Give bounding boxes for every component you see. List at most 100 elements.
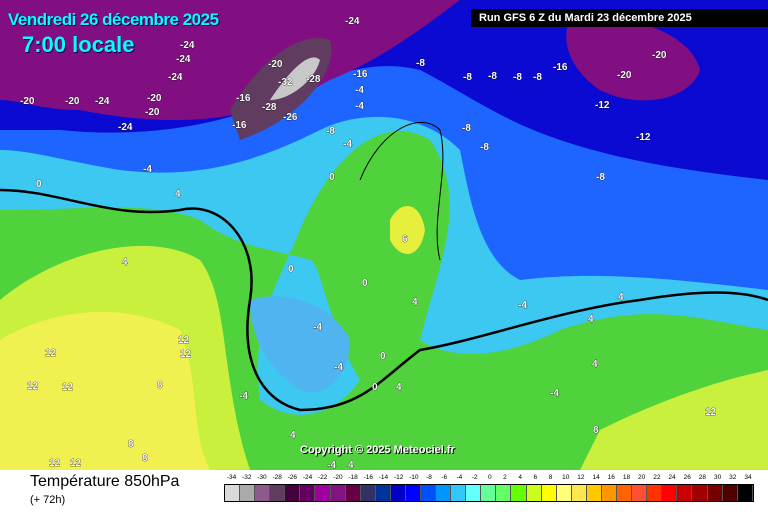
isotherm-label: -4 (343, 139, 352, 150)
legend-swatch (421, 485, 437, 501)
isotherm-label: 8 (593, 425, 599, 436)
isotherm-label: 4 (618, 292, 624, 303)
field-extreme-core (270, 57, 320, 100)
legend-swatch (481, 485, 497, 501)
isotherm-label: -28 (262, 102, 277, 113)
isotherm-label: -4 (355, 101, 364, 112)
isotherm-label: -20 (617, 70, 632, 81)
legend-swatch (496, 485, 512, 501)
isotherm-label: 4 (412, 297, 418, 308)
isotherm-label: 4 (348, 460, 354, 470)
isotherm-label: -12 (636, 132, 651, 143)
isotherm-label: -32 (278, 77, 293, 88)
field-arctic-east (566, 17, 700, 101)
legend-tick: -18 (348, 474, 358, 481)
isotherm-label: 0 (288, 264, 294, 275)
isotherm-label: -8 (596, 172, 605, 183)
field-cold-iberia (250, 296, 350, 393)
legend-tick: 24 (668, 474, 676, 481)
isotherm-label: -4 (143, 164, 152, 175)
isotherm-label: 0 (380, 351, 386, 362)
legend-tick: 16 (607, 474, 615, 481)
legend-swatch (300, 485, 316, 501)
isotherm-label: 12 (180, 349, 192, 360)
legend-swatch (632, 485, 648, 501)
legend-tick: 18 (622, 474, 631, 481)
legend-tick: -2 (471, 474, 478, 481)
isotherm-label: 12 (49, 458, 61, 469)
isotherm-label: 0 (36, 179, 42, 190)
legend-swatch (240, 485, 256, 501)
isotherm-label: -4 (239, 391, 248, 402)
footer: Température 850hPa (+ 72h) -34 -32 -30 -28-… (0, 470, 768, 512)
legend-tick: -24 (302, 474, 313, 481)
legend-swatch (345, 485, 361, 501)
isotherm-label: -8 (480, 142, 489, 153)
isotherm-label: 8 (142, 453, 148, 464)
legend-tick: -22 (318, 474, 328, 481)
isotherm-label: -20 (652, 50, 667, 61)
isotherm-label: 12 (45, 348, 57, 359)
temperature-field: -20 -24 -20 -20 -24 -24 -24 -28 -20 -32 -28 -16 -26 -… (0, 0, 768, 470)
legend-swatch (662, 485, 678, 501)
forecast-date: Vendredi 26 décembre 2025 (8, 10, 219, 29)
legend-tick: 8 (548, 474, 553, 481)
legend-swatch (707, 485, 723, 501)
isotherm-label: -24 (180, 40, 195, 51)
legend-swatch (375, 485, 391, 501)
isotherm-label: -4 (313, 322, 322, 333)
map-title: Température 850hPa (30, 473, 180, 490)
legend-tick: -12 (393, 474, 404, 481)
legend-swatch (541, 485, 557, 501)
legend-swatch (722, 485, 738, 501)
isotherm-label: -4 (334, 362, 343, 373)
isotherm-label: 4 (396, 382, 402, 393)
legend-swatch (571, 485, 587, 501)
legend-tick: 0 (487, 474, 492, 481)
legend-tick: 28 (698, 474, 707, 481)
legend-swatch (255, 485, 271, 501)
isotherm-label: -20 (268, 59, 283, 70)
legend-swatch (647, 485, 663, 501)
legend-tick: 32 (729, 474, 737, 481)
legend-tick: -20 (333, 474, 343, 481)
isotherm-label: -24 (345, 16, 360, 27)
isotherm-label: -8 (416, 58, 425, 69)
legend-tick: -32 (242, 474, 252, 481)
legend-tick: -16 (363, 474, 373, 481)
legend-tick: -28 (272, 474, 282, 481)
isotherm-label: -4 (550, 388, 559, 399)
field-arctic (0, 0, 460, 120)
color-legend: -34 -32 -30 -28 -26 -24 -22 -20 -18 -16 -14 -12 -10-… (224, 474, 756, 502)
isotherm-label: 4 (290, 430, 296, 441)
isotherm-label: 8 (157, 380, 163, 391)
isotherm-label: 12 (70, 458, 82, 469)
legend-tick: -26 (287, 474, 298, 481)
isotherm-labels: -20 -24 -20 -20 -24 -24 -24 -28 -20 -32 -28 -16 -26 -… (20, 16, 717, 470)
legend-tick: 20 (638, 474, 646, 481)
isotherm-label: 0 (372, 382, 378, 393)
legend-swatch (270, 485, 286, 501)
legend-swatch (511, 485, 527, 501)
isotherm-label: 12 (705, 407, 717, 418)
field-warm-east (580, 370, 768, 470)
isotherm-label: -24 (118, 122, 133, 133)
copyright: Copyright © 2025 Meteociel.fr (300, 444, 455, 456)
isotherm-label: 4 (175, 189, 181, 200)
isotherm-label: 8 (128, 439, 134, 450)
legend-swatch (285, 485, 301, 501)
isotherm-label: 6 (402, 234, 408, 245)
legend-swatch (436, 485, 452, 501)
isotherm-label: -24 (176, 54, 191, 65)
isotherm-label: 12 (27, 381, 39, 392)
legend-tick: 22 (653, 474, 661, 481)
isotherm-label: -24 (95, 96, 110, 107)
legend-swatch (677, 485, 693, 501)
isotherm-label: -20 (145, 107, 160, 118)
forecast-offset: (+ 72h) (30, 494, 66, 506)
coastline (359, 121, 444, 261)
legend-tick: 10 (562, 474, 570, 481)
legend-tick: 34 (744, 474, 752, 481)
legend-tick: -30 (257, 474, 267, 481)
legend-swatch (225, 485, 241, 501)
